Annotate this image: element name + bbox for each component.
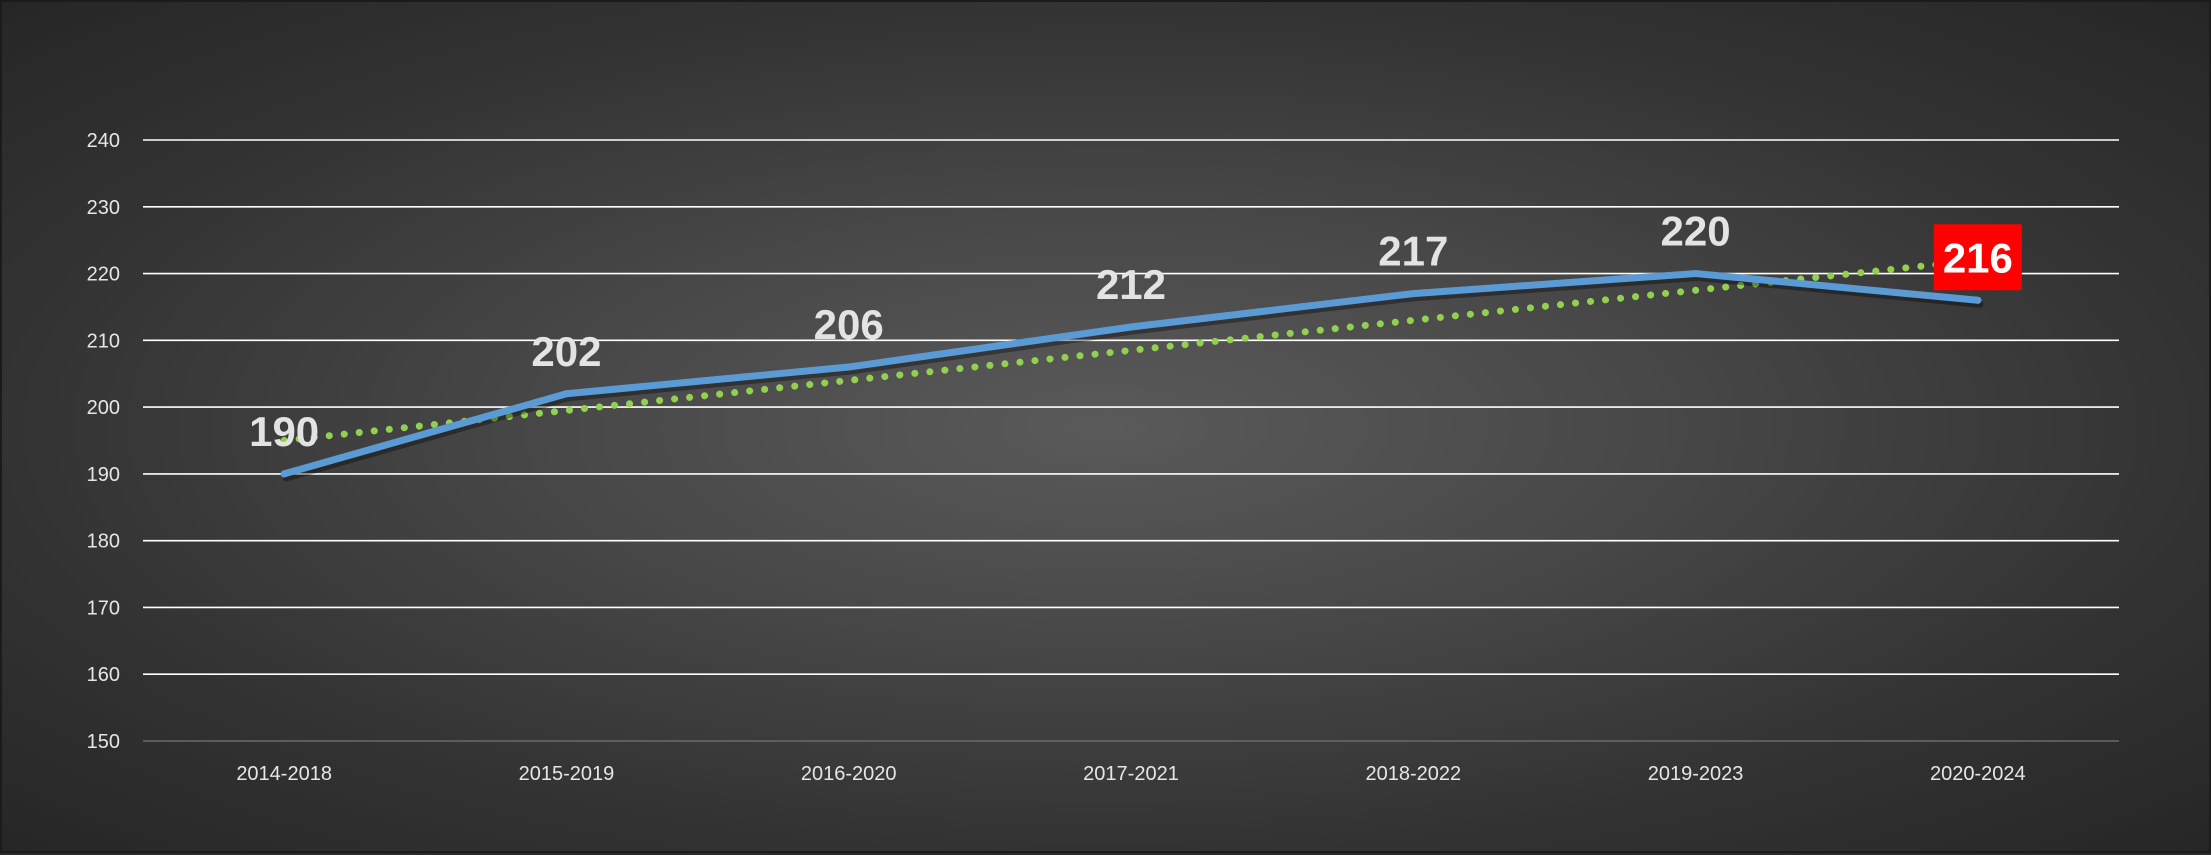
x-tick-label-2019-2023: 2019-2023 — [1648, 763, 1744, 785]
data-label-2017-2021: 212 — [1096, 261, 1166, 308]
data-point-2015-2019 — [562, 390, 570, 398]
y-tick-label-240: 240 — [87, 130, 120, 152]
data-point-2016-2020 — [845, 363, 853, 371]
x-tick-label-2020-2024: 2020-2024 — [1930, 763, 2026, 785]
y-tick-label-150: 150 — [87, 731, 120, 753]
data-point-2018-2022 — [1409, 290, 1417, 298]
data-label-2019-2023: 220 — [1661, 208, 1731, 255]
data-point-2017-2021 — [1127, 323, 1135, 331]
y-tick-label-180: 180 — [87, 531, 120, 553]
data-label-2016-2020: 206 — [814, 301, 884, 348]
series-line-shadow — [282, 274, 1984, 482]
x-tick-label-2018-2022: 2018-2022 — [1365, 763, 1461, 785]
y-tick-label-200: 200 — [87, 397, 120, 419]
data-label-2014-2018: 190 — [249, 408, 319, 455]
data-point-2014-2018 — [280, 470, 288, 478]
data-point-2019-2023 — [1692, 270, 1700, 278]
y-tick-label-220: 220 — [87, 264, 120, 286]
data-label-highlight-box — [1933, 224, 2022, 291]
trendline — [280, 256, 1982, 444]
x-tick-label-2015-2019: 2015-2019 — [519, 763, 615, 785]
x-tick-label-2014-2018: 2014-2018 — [236, 763, 332, 785]
x-tick-label-2016-2020: 2016-2020 — [801, 763, 897, 785]
data-label-2020-2024: 216 — [1943, 234, 2013, 281]
data-label-2018-2022: 217 — [1378, 228, 1448, 275]
x-tick-label-2017-2021: 2017-2021 — [1083, 763, 1179, 785]
y-tick-label-170: 170 — [87, 597, 120, 619]
data-point-2020-2024 — [1974, 296, 1982, 304]
y-tick-label-190: 190 — [87, 464, 120, 486]
y-tick-label-160: 160 — [87, 664, 120, 686]
y-tick-label-210: 210 — [87, 330, 120, 352]
y-tick-label-230: 230 — [87, 197, 120, 219]
data-label-2015-2019: 202 — [531, 328, 601, 375]
